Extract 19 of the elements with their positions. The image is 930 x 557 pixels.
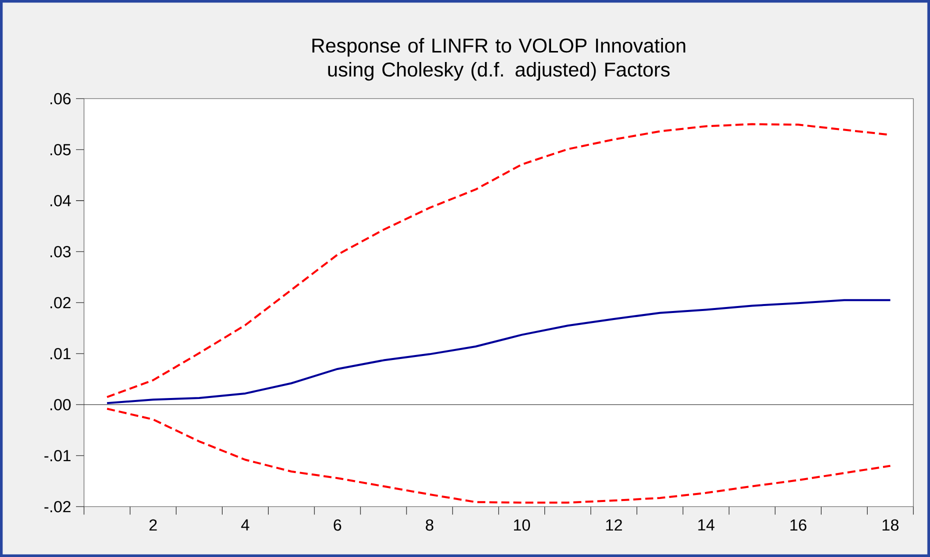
x-tick-label: 8 xyxy=(426,519,434,531)
chart-title: Response of LINFR to VOLOP Innovation using Cholesky (d.f. adjusted) Factors xyxy=(312,38,686,81)
x-tick-label: 12 xyxy=(606,519,622,531)
x-tick-label: 6 xyxy=(334,519,342,531)
y-tick-label: -.02 xyxy=(44,501,70,512)
x-tick-label: 16 xyxy=(790,519,806,531)
y-tick-label: .04 xyxy=(50,195,71,206)
y-tick-label: .02 xyxy=(50,297,70,308)
y-tick-label: -.01 xyxy=(44,450,71,462)
x-tick-label: 18 xyxy=(882,519,899,531)
x-tick-label: 4 xyxy=(241,519,250,530)
y-tick-label: .00 xyxy=(50,399,71,410)
x-tick-label: 2 xyxy=(149,519,157,531)
y-tick-label: .03 xyxy=(50,246,71,258)
y-tick-label: .01 xyxy=(50,348,71,360)
x-tick-label: 10 xyxy=(514,519,530,531)
y-tick-label: .06 xyxy=(50,93,71,104)
y-tick-label: .05 xyxy=(50,144,71,156)
x-tick-label: 14 xyxy=(698,519,714,530)
